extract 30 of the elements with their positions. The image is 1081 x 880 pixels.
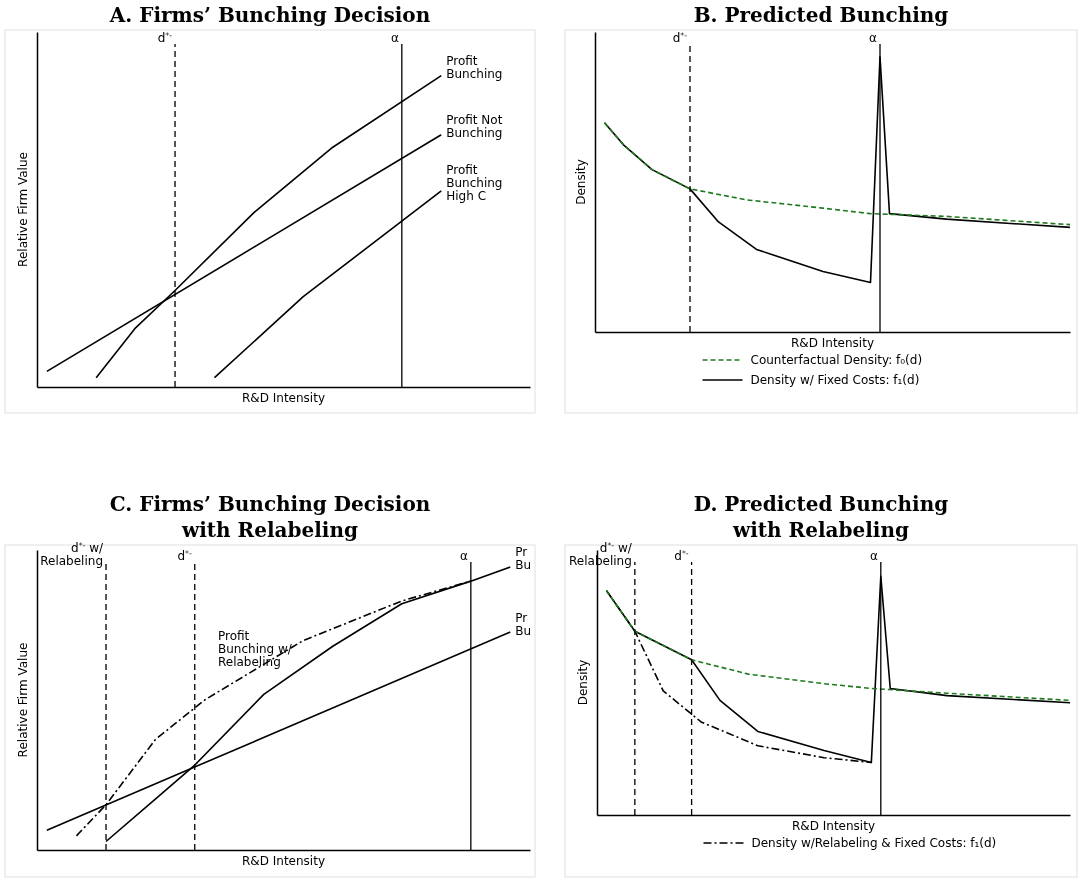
annotation: d$^{*-}$ w/ Relabeling (40, 540, 104, 568)
y-axis-title: Density (574, 159, 588, 205)
chart-title: D. Predicted Bunching with Relabeling (693, 492, 949, 542)
legend-label: Counterfactual Density: f₀(d) (750, 353, 923, 367)
text: d$^{*-}$ (672, 30, 688, 45)
y-axis-title: Density (576, 659, 590, 706)
text: d$^{*-}$ (157, 30, 173, 45)
y-axis-title: Relative Firm Value (16, 642, 30, 758)
x-axis-title: R&D Intensity (792, 819, 875, 833)
chart-title: C. Firms’ Bunching Decision with Relabeling (109, 492, 431, 542)
series-label: Profit Not Bunching (446, 113, 503, 141)
text: d$^{*-}$ (177, 548, 192, 563)
x-axis-title: R&D Intensity (242, 391, 325, 405)
series-label: Profit Bunching (446, 54, 503, 82)
chart-title: B. Predicted Bunching (693, 3, 949, 27)
annotation: Profit Bunching w/ Relabeling (218, 629, 293, 669)
text: α (869, 549, 878, 563)
text: d$^{*-}$ (674, 548, 689, 563)
x-axis-title: R&D Intensity (791, 336, 874, 350)
series-label: Pr Bu (515, 545, 532, 573)
text: α (869, 31, 878, 45)
series-label: Profit Bunching High C (446, 162, 503, 203)
x-axis-title: R&D Intensity (242, 854, 325, 868)
chart-title: A. Firms’ Bunching Decision (108, 3, 431, 27)
series-label: Pr Bu (515, 610, 532, 638)
text: α (459, 549, 468, 563)
text: α (390, 31, 399, 45)
y-axis-title: Relative Firm Value (16, 152, 30, 267)
legend-label: Density w/ Fixed Costs: f₁(d) (750, 373, 920, 387)
legend-label: Density w/Relabeling & Fixed Costs: f₁(d) (751, 836, 997, 850)
